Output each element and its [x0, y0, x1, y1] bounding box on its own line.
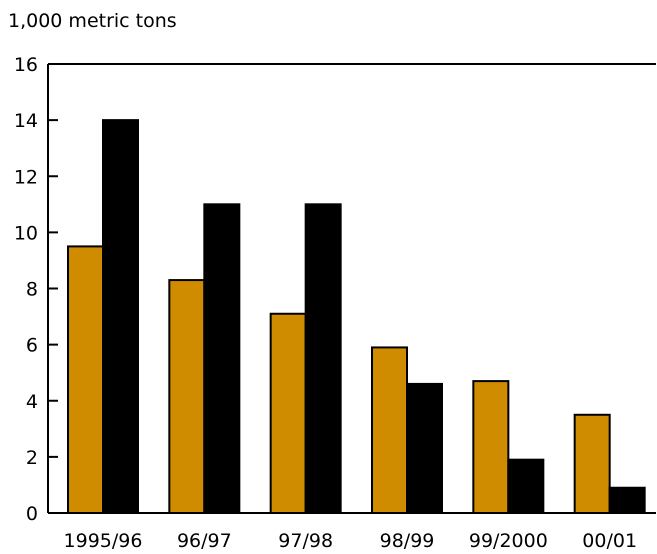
y-axis-unit-label: 1,000 metric tons [8, 10, 177, 32]
x-tick-label: 97/98 [278, 530, 333, 552]
x-tick-label: 98/99 [380, 530, 435, 552]
x-tick-label: 96/97 [177, 530, 232, 552]
bar-s1-5 [573, 413, 611, 514]
bars-group [67, 119, 646, 515]
bar-s1-0 [67, 245, 104, 514]
x-labels-group: 1995/96 96/97 97/98 98/99 99/2000 00/01 [64, 530, 638, 552]
y-tick-label: 8 [26, 279, 38, 301]
x-tick-label: 99/2000 [469, 530, 548, 552]
y-tick-label: 14 [14, 110, 38, 132]
bar-s1-2 [269, 312, 307, 514]
bar-s2-1 [203, 203, 241, 514]
y-tick-label: 4 [26, 391, 38, 413]
y-tick-label: 6 [26, 335, 38, 357]
x-tick-label: 00/01 [582, 530, 637, 552]
y-tick-label: 0 [26, 503, 38, 525]
bar-s2-4 [507, 458, 545, 514]
bar-s2-0 [102, 119, 139, 514]
y-tick-label: 2 [26, 447, 38, 469]
bar-s1-1 [168, 279, 206, 514]
bar-s1-3 [371, 346, 408, 514]
y-ticks-group: 0 2 4 6 8 10 12 14 16 [14, 54, 58, 525]
y-tick-label: 12 [14, 166, 38, 188]
bar-s1-4 [472, 380, 510, 515]
bar-s2-5 [608, 486, 646, 514]
bar-s2-2 [304, 203, 342, 514]
y-tick-label: 16 [14, 54, 38, 76]
bar-s2-3 [406, 382, 443, 514]
x-tick-label: 1995/96 [64, 530, 143, 552]
y-tick-label: 10 [14, 222, 38, 244]
axes-group [47, 63, 656, 514]
